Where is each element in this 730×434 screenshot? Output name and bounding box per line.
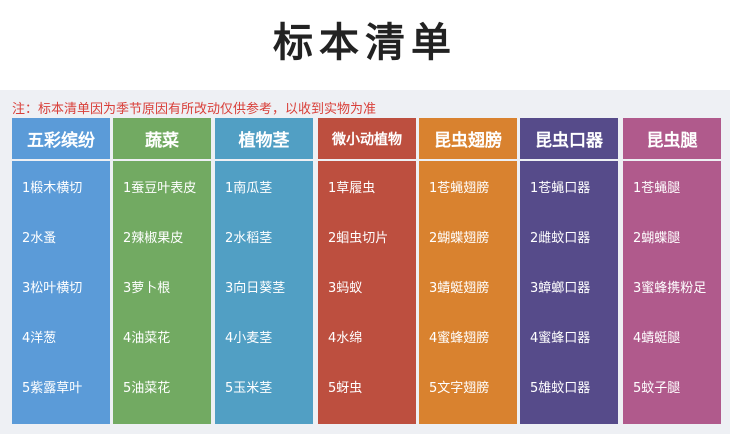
specimen-item: 3萝卜根 <box>123 280 171 296</box>
specimen-item: 5蚜虫 <box>328 380 363 396</box>
column-header: 微小动植物 <box>318 118 416 161</box>
specimen-item: 5油菜花 <box>123 380 171 396</box>
specimen-item: 4蜜蜂口器 <box>530 330 591 346</box>
specimen-item: 1椴木横切 <box>22 180 83 196</box>
specimen-item: 3向日葵茎 <box>225 280 286 296</box>
column-header: 昆虫口器 <box>520 118 618 161</box>
specimen-item: 5文字翅膀 <box>429 380 490 396</box>
specimen-item: 5玉米茎 <box>225 380 273 396</box>
specimen-item: 2蝴蝶腿 <box>633 230 681 246</box>
specimen-item: 5紫露草叶 <box>22 380 83 396</box>
specimen-item: 3蜻蜓翅膀 <box>429 280 490 296</box>
specimen-item: 5蚊子腿 <box>633 380 681 396</box>
specimen-item: 5雄蚊口器 <box>530 380 591 396</box>
specimen-item: 3松叶横切 <box>22 280 83 296</box>
specimen-item: 2水稻茎 <box>225 230 273 246</box>
specimen-item: 2水蚤 <box>22 230 57 246</box>
column-header: 昆虫腿 <box>623 118 721 161</box>
column-header: 植物茎 <box>215 118 313 161</box>
specimen-item: 2辣椒果皮 <box>123 230 184 246</box>
specimen-column: 植物茎 1南瓜茎 2水稻茎 3向日葵茎 4小麦茎 5玉米茎 <box>215 118 313 424</box>
specimen-item: 2蛔虫切片 <box>328 230 389 246</box>
specimen-item: 3蟑螂口器 <box>530 280 591 296</box>
specimen-item: 4小麦茎 <box>225 330 273 346</box>
specimen-item: 2蝴蝶翅膀 <box>429 230 490 246</box>
specimen-column: 微小动植物 1草履虫 2蛔虫切片 3蚂蚁 4水绵 5蚜虫 <box>318 118 416 424</box>
specimen-item: 1南瓜茎 <box>225 180 273 196</box>
specimen-item: 1苍蝇口器 <box>530 180 591 196</box>
specimen-column: 昆虫腿 1苍蝇腿 2蝴蝶腿 3蜜蜂携粉足 4蜻蜓腿 5蚊子腿 <box>623 118 721 424</box>
specimen-column: 昆虫口器 1苍蝇口器 2雌蚊口器 3蟑螂口器 4蜜蜂口器 5雄蚊口器 <box>520 118 618 424</box>
specimen-item: 2雌蚊口器 <box>530 230 591 246</box>
note-text: 注：标本清单因为季节原因有所改动仅供参考，以收到实物为准 <box>12 102 377 117</box>
specimen-item: 3蚂蚁 <box>328 280 363 296</box>
specimen-column: 蔬菜 1蚕豆叶表皮 2辣椒果皮 3萝卜根 4油菜花 5油菜花 <box>113 118 211 424</box>
specimen-item: 1苍蝇腿 <box>633 180 681 196</box>
specimen-column: 昆虫翅膀 1苍蝇翅膀 2蝴蝶翅膀 3蜻蜓翅膀 4蜜蜂翅膀 5文字翅膀 <box>419 118 517 424</box>
page-title: 标本清单 <box>273 20 457 66</box>
specimen-item: 4蜜蜂翅膀 <box>429 330 490 346</box>
specimen-column: 五彩缤纷 1椴木横切 2水蚤 3松叶横切 4洋葱 5紫露草叶 <box>12 118 110 424</box>
specimen-item: 1苍蝇翅膀 <box>429 180 490 196</box>
specimen-item: 4蜻蜓腿 <box>633 330 681 346</box>
specimen-item: 1蚕豆叶表皮 <box>123 180 197 196</box>
column-header: 昆虫翅膀 <box>419 118 517 161</box>
specimen-item: 3蜜蜂携粉足 <box>633 280 707 296</box>
column-header: 五彩缤纷 <box>12 118 110 161</box>
specimen-item: 4油菜花 <box>123 330 171 346</box>
specimen-item: 4洋葱 <box>22 330 57 346</box>
specimen-item: 1草履虫 <box>328 180 376 196</box>
specimen-item: 4水绵 <box>328 330 363 346</box>
column-header: 蔬菜 <box>113 118 211 161</box>
